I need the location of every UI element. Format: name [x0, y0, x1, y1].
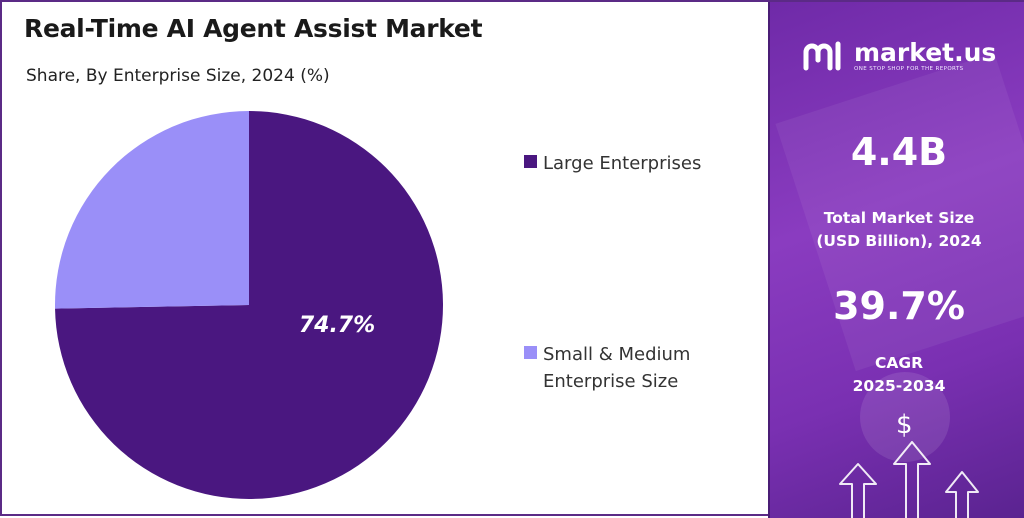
legend-swatch	[524, 346, 537, 359]
legend-label: Large Enterprises	[543, 153, 702, 174]
pie-chart: 74.7%	[55, 111, 444, 499]
cagr-label-line2: 2025-2034	[852, 377, 946, 395]
pie-slice-small-medium-enterprise-size	[55, 111, 249, 309]
up-arrow-icon	[945, 471, 979, 518]
chart-panel: Real-Time AI Agent Assist Market Share, …	[2, 2, 768, 518]
legend-item-small-medium: Small & Medium Enterprise Size	[524, 341, 733, 395]
up-arrow-icon	[839, 463, 877, 518]
summary-panel: market.us ONE STOP SHOP FOR THE REPORTS …	[768, 2, 1024, 518]
up-arrow-icon	[893, 441, 931, 518]
cagr-label-line1: CAGR	[874, 354, 924, 372]
chart-subtitle: Share, By Enterprise Size, 2024 (%)	[26, 66, 330, 86]
cagr-value: 39.7%	[833, 284, 965, 328]
market-size-label-line2: (USD Billion), 2024	[816, 232, 982, 250]
legend-swatch	[524, 155, 537, 168]
brand-name: market.us	[854, 38, 997, 67]
market-size-value: 4.4B	[850, 130, 948, 174]
background-circle	[860, 372, 950, 462]
brand-logo: market.us ONE STOP SHOP FOR THE REPORTS	[802, 38, 996, 74]
brand-tagline: ONE STOP SHOP FOR THE REPORTS	[854, 66, 964, 72]
legend-label: Small & Medium Enterprise Size	[543, 344, 691, 392]
chart-title: Real-Time AI Agent Assist Market	[24, 14, 483, 43]
up-arrows-decoration	[839, 441, 979, 518]
pie-data-label: 74.7%	[299, 313, 375, 338]
pie-slice-large-enterprises	[55, 111, 444, 499]
legend-item-large-enterprises: Large Enterprises	[524, 150, 733, 177]
market-size-label-line1: Total Market Size	[823, 209, 975, 227]
market-us-logo-icon	[803, 41, 841, 71]
dollar-icon: $	[896, 410, 913, 440]
